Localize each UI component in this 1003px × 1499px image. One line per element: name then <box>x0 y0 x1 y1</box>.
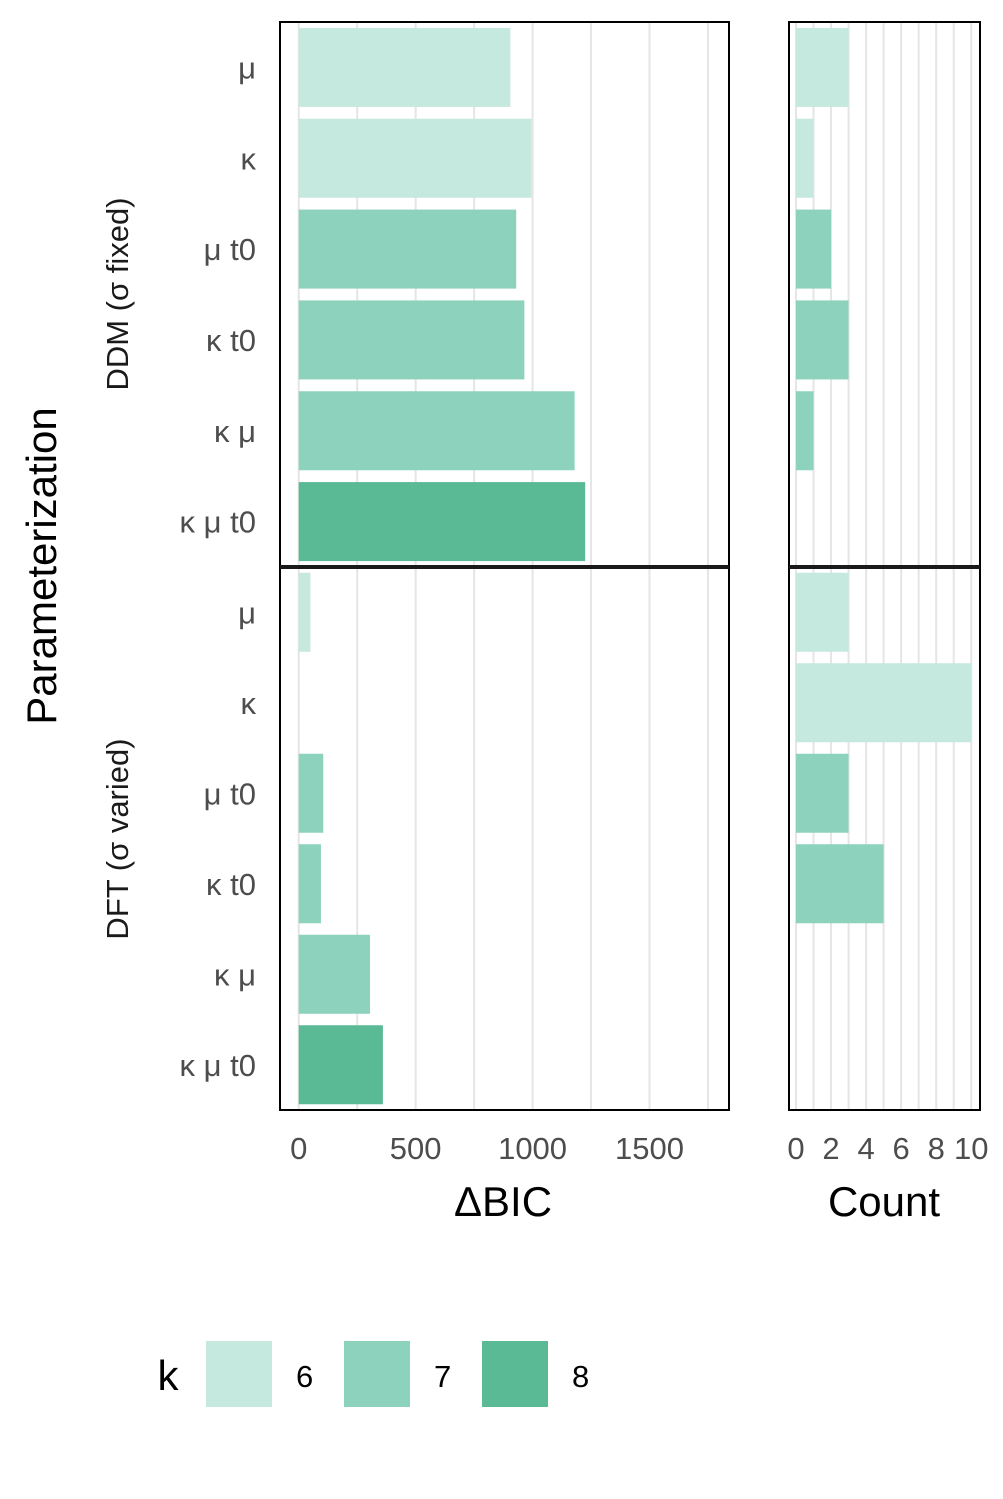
bar-bic-ddm-2 <box>298 209 517 289</box>
bar-bic-ddm-3 <box>298 300 525 380</box>
x-tick-label-count: 10 <box>954 1131 988 1166</box>
bar-bic-dft-3 <box>298 844 321 924</box>
category-label: κ <box>241 141 257 176</box>
grid-layer <box>297 22 973 1110</box>
legend-title: k <box>158 1352 180 1399</box>
x-tick-label-count: 4 <box>857 1131 874 1166</box>
category-label: κ t0 <box>206 323 256 358</box>
x-axis-title-count: Count <box>828 1178 940 1225</box>
bar-bic-ddm-4 <box>298 391 575 471</box>
category-label: κ μ <box>214 957 256 992</box>
x-tick-label-bic: 1500 <box>615 1131 684 1166</box>
category-label: κ t0 <box>206 867 256 902</box>
bar-count-ddm-1 <box>796 118 814 198</box>
category-label: μ <box>238 595 256 630</box>
strip-label-dft: DFT (σ varied) <box>100 738 135 939</box>
category-labels: μ κ μ t0 κ t0 κ μ κ μ t0 μ κ μ t0 κ t0 κ μ κ μ t0 <box>180 50 257 1082</box>
x-tick-label-bic: 1000 <box>498 1131 567 1166</box>
legend-key-8 <box>482 1341 548 1407</box>
y-axis-title: Parameterization <box>18 407 65 724</box>
bar-bic-ddm-0 <box>298 27 511 107</box>
category-label: κ <box>241 686 257 721</box>
x-tick-label-bic: 500 <box>390 1131 442 1166</box>
bar-bic-dft-2 <box>298 753 324 833</box>
bar-bic-ddm-1 <box>298 118 532 198</box>
frame-layer <box>279 21 981 1111</box>
legend-label-7: 7 <box>434 1359 451 1394</box>
bar-count-ddm-4 <box>796 391 814 471</box>
category-label: μ t0 <box>204 776 256 811</box>
bar-count-ddm-2 <box>796 209 832 289</box>
x-tick-label-count: 0 <box>787 1131 804 1166</box>
bar-bic-dft-0 <box>298 572 311 652</box>
bars-layer <box>298 27 972 1105</box>
x-tick-labels: 0 500 1000 1500 0 2 4 6 8 10 <box>290 1131 988 1166</box>
legend-label-6: 6 <box>296 1359 313 1394</box>
bar-bic-dft-4 <box>298 934 371 1014</box>
x-tick-label-count: 6 <box>893 1131 910 1166</box>
bar-bic-dft-5 <box>298 1025 383 1105</box>
bar-count-dft-0 <box>796 572 849 652</box>
legend: k 6 7 8 <box>158 1341 589 1407</box>
category-label: κ μ t0 <box>180 505 256 540</box>
category-label: κ μ t0 <box>180 1048 256 1083</box>
legend-key-7 <box>344 1341 410 1407</box>
bar-bic-ddm-5 <box>298 482 586 562</box>
strip-label-ddm: DDM (σ fixed) <box>100 197 135 390</box>
category-label: μ <box>238 50 256 85</box>
x-tick-label-count: 2 <box>822 1131 839 1166</box>
category-label: κ μ <box>214 414 256 449</box>
legend-key-6 <box>206 1341 272 1407</box>
bar-count-dft-1 <box>796 663 972 743</box>
x-tick-label-bic: 0 <box>290 1131 307 1166</box>
legend-label-8: 8 <box>572 1359 589 1394</box>
bar-count-dft-3 <box>796 844 884 924</box>
x-tick-label-count: 8 <box>928 1131 945 1166</box>
bar-count-ddm-0 <box>796 27 849 107</box>
bar-count-dft-2 <box>796 753 849 833</box>
x-axis-title-bic: ΔBIC <box>454 1178 552 1225</box>
category-label: μ t0 <box>204 232 256 267</box>
bar-count-ddm-3 <box>796 300 849 380</box>
